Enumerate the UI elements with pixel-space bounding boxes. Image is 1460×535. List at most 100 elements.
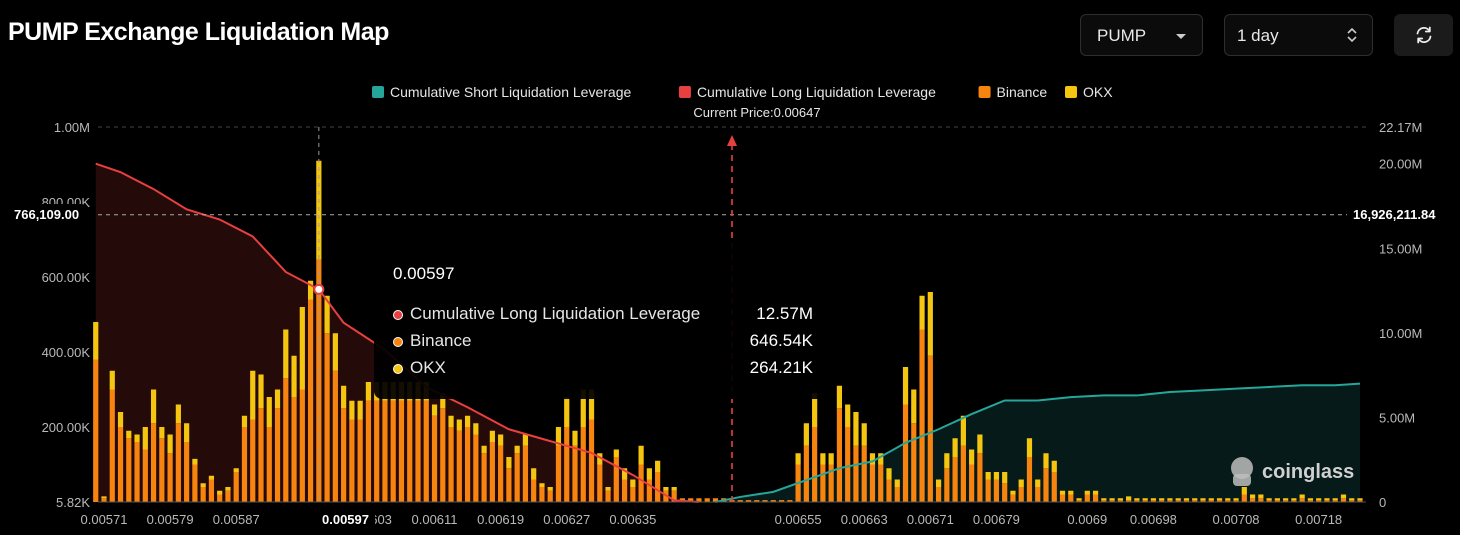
bar-binance	[341, 408, 347, 502]
bar-okx	[836, 385, 843, 409]
bar-binance	[597, 464, 603, 502]
bar-okx	[456, 419, 462, 431]
bar-okx	[184, 423, 190, 442]
up-down-chevron-icon	[1347, 27, 1357, 43]
bar-okx	[638, 445, 644, 465]
bar-binance	[985, 479, 991, 502]
left-axis-tick: 1.00M	[54, 120, 90, 135]
bar-binance	[572, 445, 578, 502]
legend-swatch	[678, 86, 691, 98]
x-axis-tick: 0.0069	[1067, 512, 1107, 527]
bar-okx	[902, 367, 909, 405]
bar-okx	[1192, 498, 1198, 501]
bar-okx	[473, 423, 479, 435]
bar-binance	[415, 400, 421, 502]
bar-binance	[861, 445, 867, 502]
bar-binance	[655, 472, 661, 502]
tooltip-row-label: OKX	[410, 358, 446, 377]
bar-binance	[274, 408, 281, 502]
bar-okx	[341, 385, 347, 409]
chevron-down-icon	[1176, 34, 1186, 39]
bar-okx	[217, 490, 223, 495]
bar-okx	[613, 449, 619, 457]
bar-binance	[365, 400, 372, 502]
refresh-button[interactable]	[1394, 14, 1453, 56]
bar-binance	[299, 389, 305, 502]
bar-binance	[621, 479, 628, 502]
bar-binance	[464, 427, 471, 502]
left-axis-tick: 200.00K	[42, 420, 91, 435]
bar-okx	[1159, 498, 1165, 501]
bar-okx	[440, 393, 446, 409]
bar-binance	[911, 423, 917, 502]
bar-binance	[1192, 500, 1198, 502]
bar-okx	[1142, 498, 1148, 501]
bar-okx	[1307, 498, 1314, 501]
current-price-arrow	[727, 135, 737, 146]
bar-okx	[266, 397, 272, 427]
bar-okx	[464, 415, 471, 427]
tooltip-row-value: 12.57M	[756, 304, 813, 323]
bar-binance	[398, 400, 405, 502]
bar-okx	[233, 468, 239, 472]
bar-okx	[109, 370, 115, 390]
bar-binance	[555, 445, 562, 502]
bar-binance	[1126, 500, 1132, 502]
bar-okx	[167, 434, 173, 454]
crosshair-x-value: 0.00597	[316, 509, 375, 531]
bar-okx	[969, 449, 975, 465]
bar-binance	[902, 404, 909, 502]
bar-binance	[283, 378, 289, 502]
bar-okx	[1059, 490, 1066, 495]
bar-binance	[1026, 457, 1033, 502]
bar-okx	[572, 430, 578, 446]
bar-okx	[117, 412, 124, 427]
bar-okx	[1167, 498, 1173, 501]
left-axis-tick: 400.00K	[42, 345, 91, 360]
crosshair-left-value: 766,109.00	[8, 204, 86, 226]
bar-binance	[1059, 494, 1066, 502]
bar-binance	[671, 490, 677, 502]
bar-binance	[588, 419, 595, 502]
bar-binance	[117, 427, 124, 502]
bar-okx	[630, 479, 636, 487]
bar-binance	[745, 500, 752, 502]
tooltip-title: 0.00597	[393, 264, 455, 283]
bar-binance	[357, 419, 363, 502]
bar-binance	[134, 442, 140, 502]
bar-binance	[489, 442, 495, 502]
symbol-select[interactable]: PUMP	[1080, 14, 1203, 56]
bar-okx	[547, 487, 553, 491]
bar-okx	[1101, 498, 1107, 501]
bar-okx	[1010, 490, 1016, 495]
bar-okx	[1258, 494, 1264, 499]
bar-binance	[440, 408, 446, 502]
bar-okx	[225, 487, 231, 491]
time-range-select[interactable]: 1 day	[1224, 14, 1373, 56]
bar-okx	[200, 483, 206, 487]
bar-okx	[580, 389, 586, 427]
bar-okx	[621, 468, 628, 480]
bar-binance	[448, 427, 454, 502]
bar-binance	[1283, 500, 1289, 502]
x-axis-tick: 0.00611	[412, 512, 458, 527]
bar-binance	[613, 457, 619, 502]
bar-okx	[142, 427, 148, 450]
bar-okx	[960, 415, 966, 446]
x-axis-tick: 0.00671	[907, 512, 954, 527]
coinglass-logo-body	[1233, 474, 1251, 486]
bar-binance	[101, 498, 107, 502]
bar-binance	[836, 408, 843, 502]
bar-binance	[1076, 500, 1082, 502]
bar-okx	[952, 438, 958, 457]
bar-okx	[1018, 479, 1024, 487]
bar-binance	[688, 498, 694, 502]
bar-okx	[1316, 498, 1322, 501]
page-title: PUMP Exchange Liquidation Map	[8, 18, 389, 46]
tooltip-row-label: Cumulative Long Liquidation Leverage	[410, 304, 701, 323]
bar-binance	[1051, 472, 1057, 502]
bar-binance	[539, 487, 545, 502]
short-line	[715, 382, 1361, 503]
bar-binance	[969, 464, 975, 502]
